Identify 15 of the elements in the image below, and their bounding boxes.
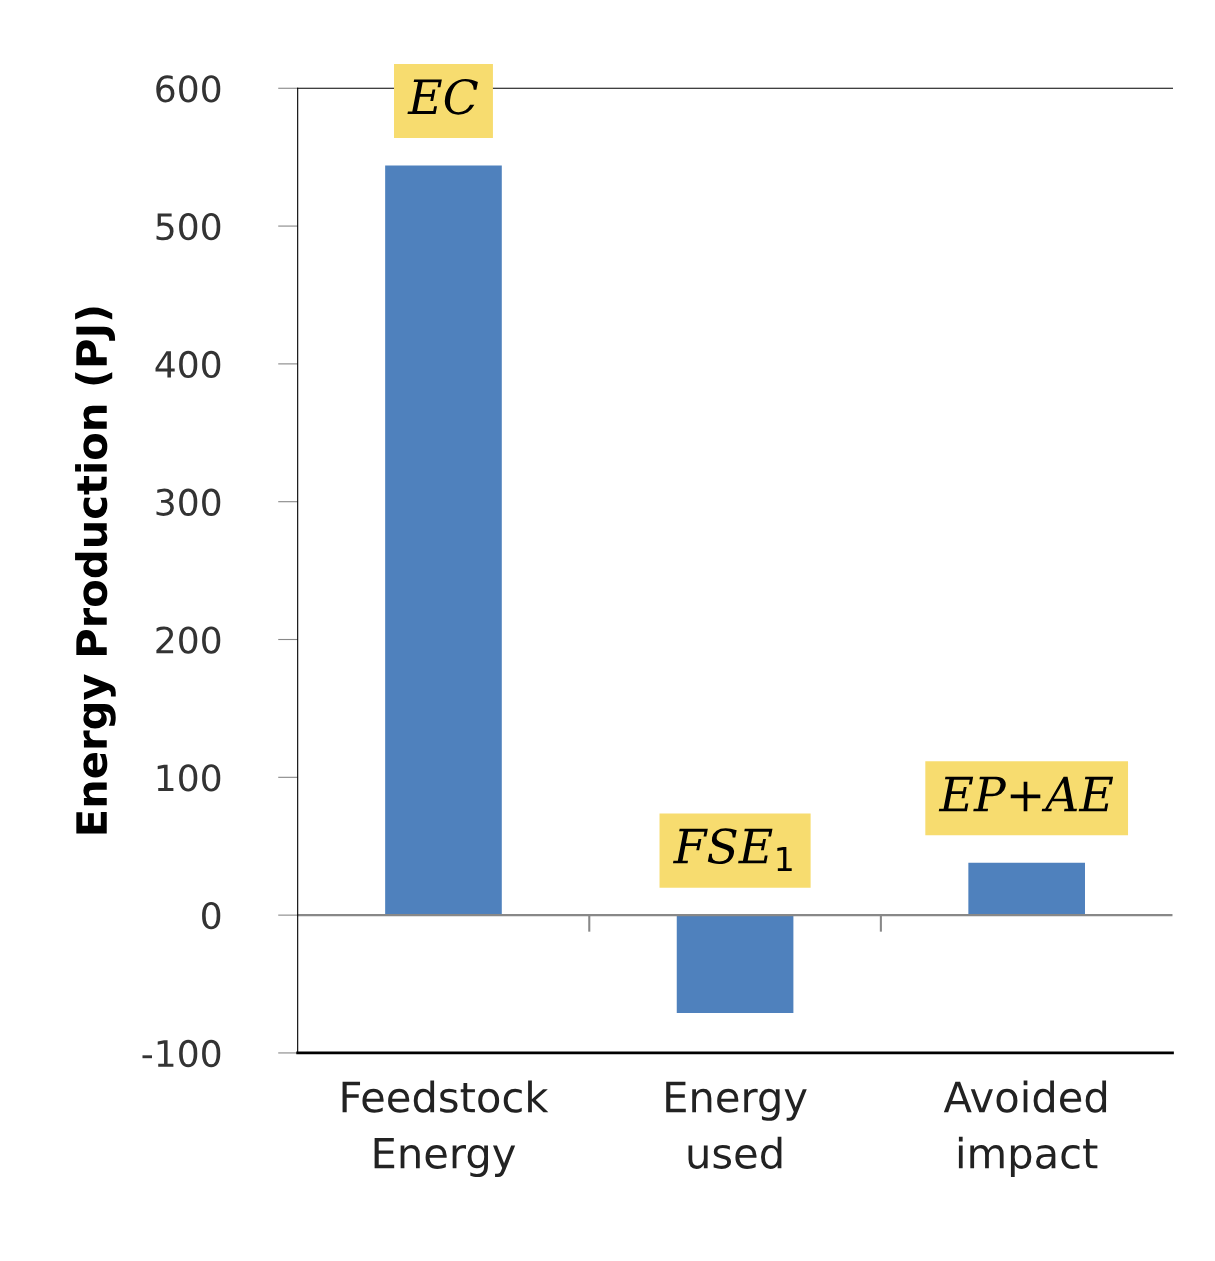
x-tick-label: Avoided impact xyxy=(943,1080,1107,1177)
y-tick-label: 100 xyxy=(157,764,221,792)
x-tick-label: Feedstock Energy xyxy=(342,1080,549,1177)
x-tick-label: Energy used xyxy=(666,1081,807,1169)
y-tick-label: 400 xyxy=(155,350,221,379)
y-tick-label: 200 xyxy=(156,626,221,654)
y-axis-title: Energy Production (PJ) xyxy=(75,307,116,834)
annotation: EC xyxy=(407,78,478,115)
y-tick-label: -100 xyxy=(142,1039,221,1068)
y-tick-label: 0 xyxy=(202,902,221,930)
y-tick-label: 600 xyxy=(156,75,221,103)
y-tick-label: 300 xyxy=(156,488,221,516)
y-tick-label: 500 xyxy=(156,213,221,241)
annotation: FSE$_{1}$ xyxy=(672,828,792,872)
annotation: EP+AE xyxy=(938,776,1114,812)
